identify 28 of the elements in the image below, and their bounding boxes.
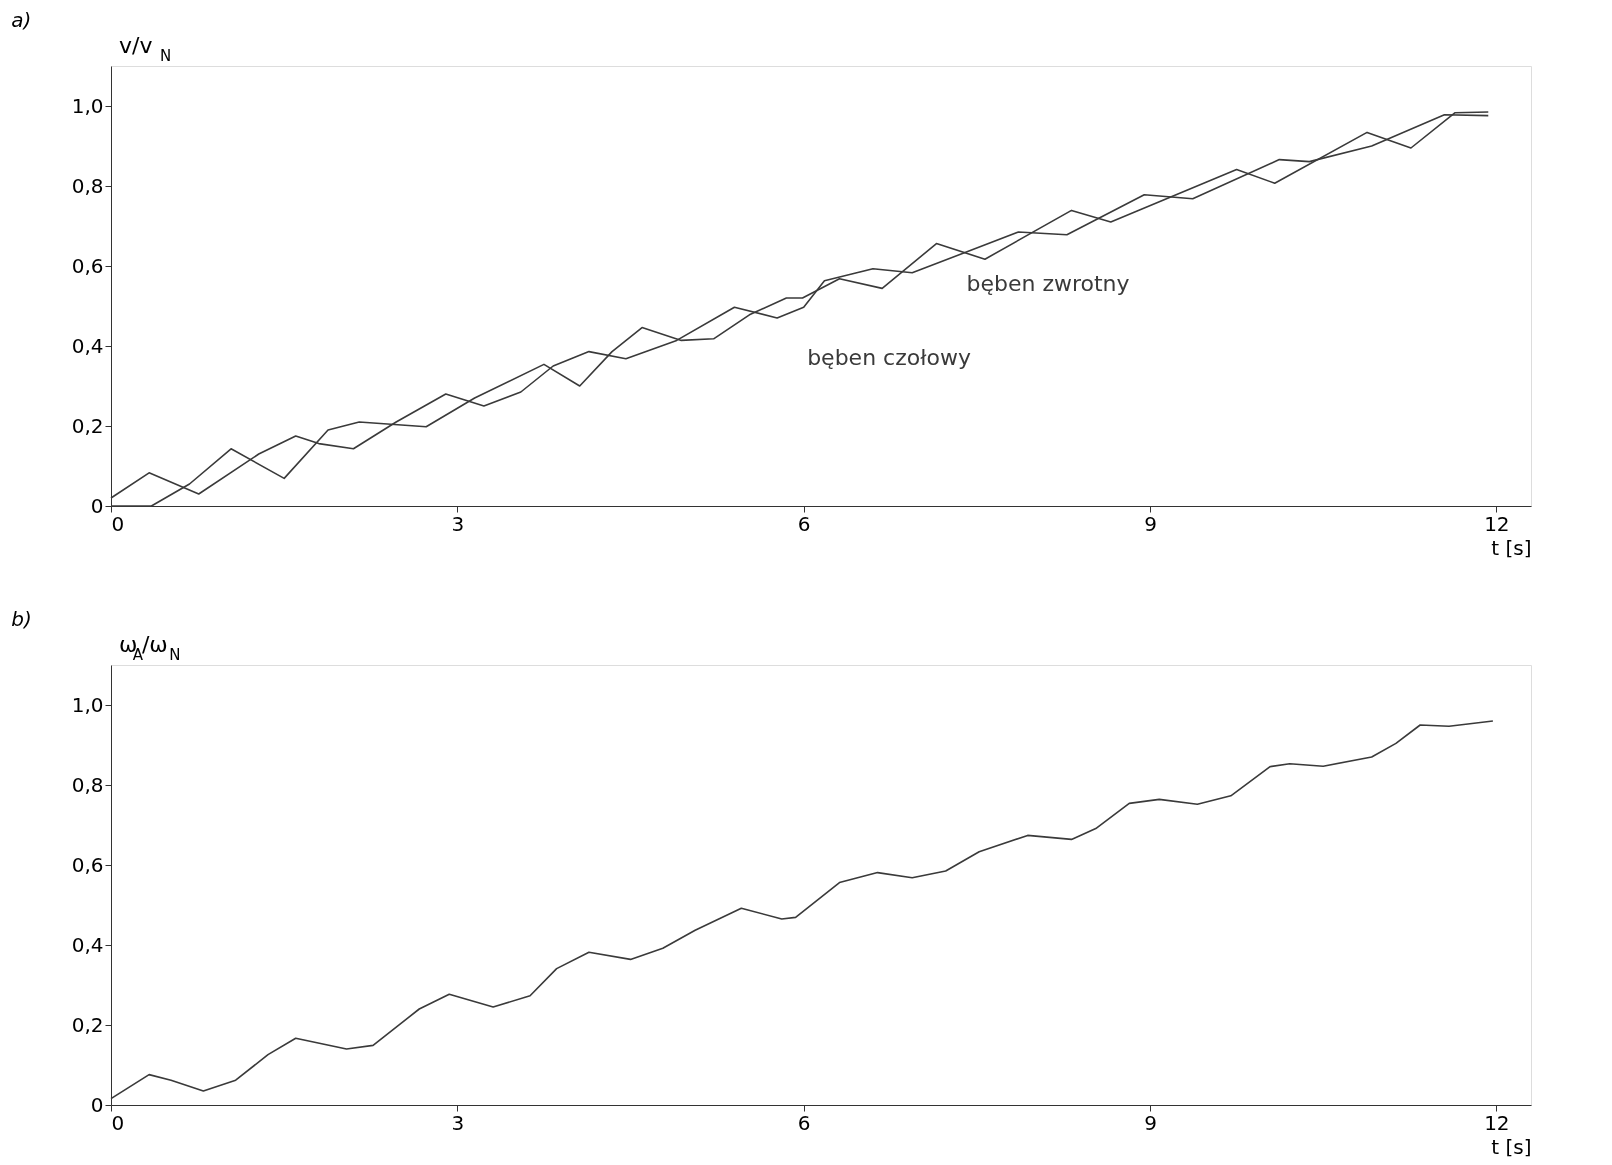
y-tick-label: 0,2 [71,413,104,438]
x-tick-label: 9 [1144,1110,1157,1135]
x-tick-label: 6 [797,511,811,536]
x-tick-label: 12 [1484,1110,1510,1135]
y-tick-label: 0,8 [71,772,104,797]
y-tick-label: 1,0 [71,93,104,118]
y-tick-label: 0 [90,1092,104,1117]
x-tick-label: 9 [1144,511,1157,536]
y-tick-label: 0,2 [71,1012,104,1037]
y-tick-label: 1,0 [71,692,104,717]
x-tick-label: 0 [111,511,125,536]
y-tick-label: 0,4 [71,333,104,358]
x-tick-label: 12 [1484,511,1510,536]
x-axis-title: t [s] [1491,1134,1532,1159]
x-tick-label: 3 [451,511,465,536]
y-tick-label: 0,6 [71,253,104,278]
y-tick-label: 0,4 [71,932,104,957]
series-label: bęben zwrotny [966,270,1130,296]
y-tick-label: 0,8 [71,173,104,198]
series-label: bęben czołowy [807,345,971,370]
chart-title: a) [11,8,32,32]
x-tick-label: 6 [797,1110,811,1135]
x-axis-title: t [s] [1491,535,1532,560]
x-tick-label: 3 [451,1110,465,1135]
y-tick-label: 0 [90,493,104,518]
chart-title: b) [11,607,32,631]
x-tick-label: 0 [111,1110,125,1135]
y-tick-label: 0,6 [71,852,104,877]
